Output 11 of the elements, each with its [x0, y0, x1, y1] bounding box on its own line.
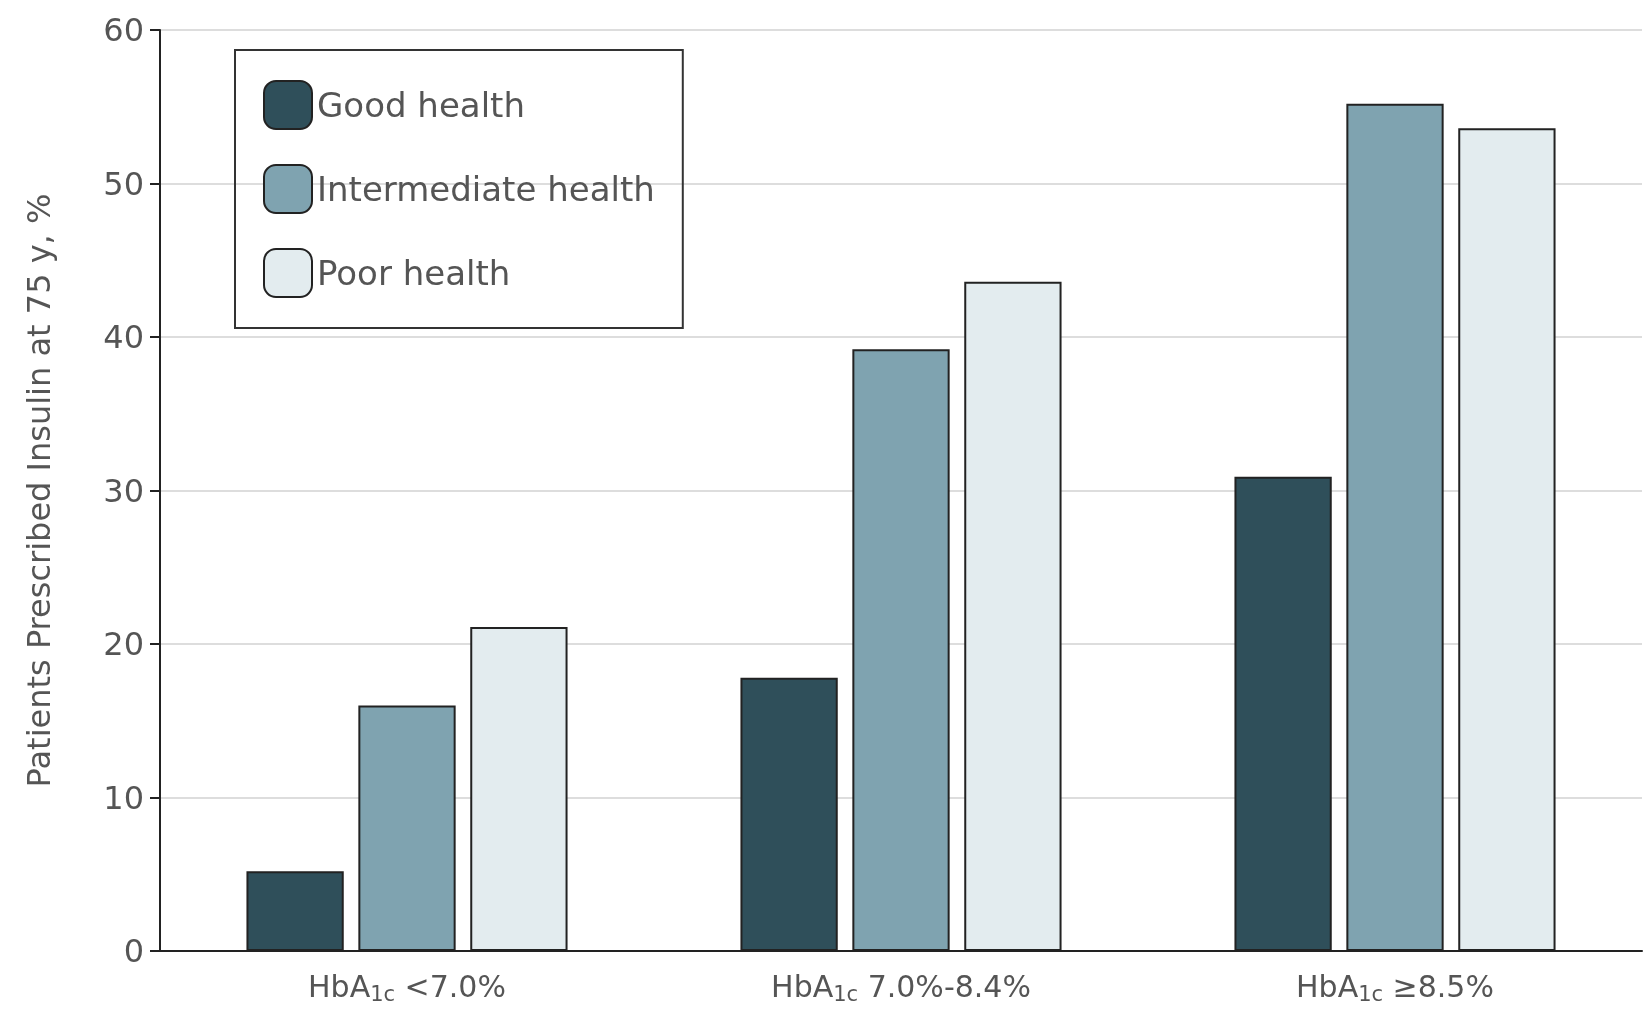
legend-label: Poor health — [317, 253, 511, 293]
y-tick-label: 50 — [103, 164, 144, 203]
legend-label: Good health — [317, 85, 525, 125]
y-axis-title: Patients Prescribed Insulin at 75 y, % — [20, 193, 58, 788]
y-tick-label: 30 — [103, 471, 144, 510]
y-tick-label: 60 — [103, 11, 144, 49]
legend-label: Intermediate health — [317, 169, 655, 209]
y-tick-label: 40 — [103, 318, 144, 356]
y-tick-label: 20 — [103, 625, 144, 663]
y-tick-label: 10 — [103, 778, 144, 817]
y-tick-label: 0 — [123, 932, 144, 970]
